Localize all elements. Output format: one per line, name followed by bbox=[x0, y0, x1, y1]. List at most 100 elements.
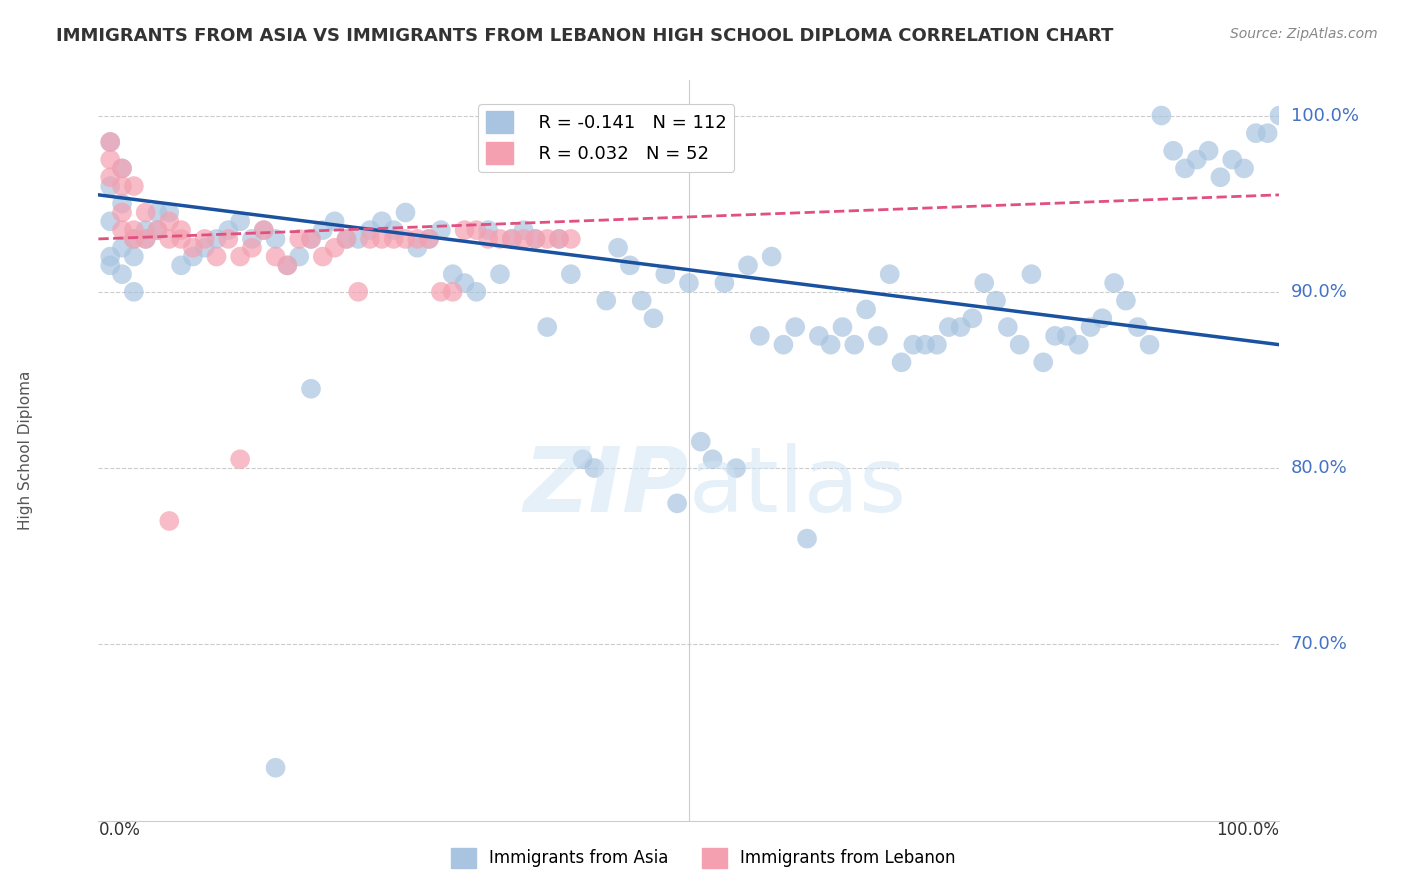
Point bbox=[98, 170, 121, 185]
Point bbox=[844, 337, 866, 351]
Point bbox=[229, 214, 252, 228]
Point bbox=[1115, 293, 1137, 308]
Point bbox=[761, 250, 783, 264]
Point bbox=[536, 320, 558, 334]
Point bbox=[962, 311, 984, 326]
Point bbox=[903, 337, 925, 351]
Point bbox=[1257, 126, 1279, 140]
Point bbox=[146, 223, 169, 237]
Point bbox=[98, 179, 121, 194]
Point bbox=[146, 205, 169, 219]
Point bbox=[820, 337, 842, 351]
Point bbox=[489, 232, 512, 246]
Point bbox=[146, 223, 169, 237]
Point bbox=[98, 214, 121, 228]
Text: Source: ZipAtlas.com: Source: ZipAtlas.com bbox=[1230, 27, 1378, 41]
Point bbox=[643, 311, 665, 326]
Point bbox=[949, 320, 972, 334]
Point bbox=[772, 337, 794, 351]
Point bbox=[571, 452, 593, 467]
Point bbox=[1091, 311, 1114, 326]
Point bbox=[583, 461, 606, 475]
Point bbox=[1056, 329, 1078, 343]
Point bbox=[157, 514, 180, 528]
Point bbox=[135, 232, 157, 246]
Point bbox=[288, 250, 311, 264]
Point bbox=[394, 205, 416, 219]
Point bbox=[441, 267, 464, 281]
Point bbox=[997, 320, 1019, 334]
Legend:   R = -0.141   N = 112,   R = 0.032   N = 52: R = -0.141 N = 112, R = 0.032 N = 52 bbox=[478, 104, 734, 171]
Point bbox=[1080, 320, 1102, 334]
Point bbox=[512, 232, 534, 246]
Point bbox=[1126, 320, 1149, 334]
Point bbox=[1268, 109, 1291, 123]
Point bbox=[678, 276, 700, 290]
Point bbox=[713, 276, 735, 290]
Point bbox=[973, 276, 995, 290]
Point bbox=[1102, 276, 1125, 290]
Point bbox=[371, 214, 394, 228]
Point bbox=[359, 232, 381, 246]
Point bbox=[619, 258, 641, 272]
Point bbox=[335, 232, 357, 246]
Point bbox=[560, 232, 582, 246]
Point bbox=[607, 241, 630, 255]
Point bbox=[323, 241, 346, 255]
Point bbox=[630, 293, 652, 308]
Point bbox=[725, 461, 748, 475]
Point bbox=[394, 232, 416, 246]
Point bbox=[737, 258, 759, 272]
Point bbox=[371, 232, 394, 246]
Point bbox=[299, 232, 322, 246]
Point bbox=[925, 337, 948, 351]
Point bbox=[501, 232, 523, 246]
Point bbox=[240, 241, 263, 255]
Point bbox=[560, 267, 582, 281]
Point bbox=[170, 232, 193, 246]
Point bbox=[264, 250, 287, 264]
Text: 90.0%: 90.0% bbox=[1291, 283, 1347, 301]
Point bbox=[111, 267, 134, 281]
Point bbox=[595, 293, 617, 308]
Point bbox=[288, 232, 311, 246]
Point bbox=[418, 232, 440, 246]
Point bbox=[548, 232, 571, 246]
Point bbox=[406, 232, 429, 246]
Point bbox=[194, 241, 217, 255]
Point bbox=[111, 223, 134, 237]
Point bbox=[465, 223, 488, 237]
Point bbox=[276, 258, 298, 272]
Point bbox=[1244, 126, 1267, 140]
Point bbox=[205, 232, 228, 246]
Point bbox=[1150, 109, 1173, 123]
Point bbox=[382, 223, 405, 237]
Point bbox=[855, 302, 877, 317]
Point bbox=[524, 232, 547, 246]
Point bbox=[229, 250, 252, 264]
Point bbox=[654, 267, 676, 281]
Text: IMMIGRANTS FROM ASIA VS IMMIGRANTS FROM LEBANON HIGH SCHOOL DIPLOMA CORRELATION : IMMIGRANTS FROM ASIA VS IMMIGRANTS FROM … bbox=[56, 27, 1114, 45]
Text: atlas: atlas bbox=[689, 443, 907, 532]
Point bbox=[666, 496, 689, 510]
Point bbox=[465, 285, 488, 299]
Point bbox=[477, 232, 499, 246]
Point bbox=[122, 179, 145, 194]
Point bbox=[122, 232, 145, 246]
Point bbox=[890, 355, 912, 369]
Point bbox=[122, 285, 145, 299]
Text: 80.0%: 80.0% bbox=[1291, 459, 1347, 477]
Point bbox=[276, 258, 298, 272]
Point bbox=[299, 382, 322, 396]
Point bbox=[98, 153, 121, 167]
Point bbox=[98, 135, 121, 149]
Point bbox=[253, 223, 276, 237]
Y-axis label: High School Diploma: High School Diploma bbox=[18, 371, 34, 530]
Point bbox=[984, 293, 1007, 308]
Point bbox=[489, 267, 512, 281]
Point bbox=[1139, 337, 1161, 351]
Point bbox=[689, 434, 711, 449]
Point bbox=[157, 232, 180, 246]
Point bbox=[157, 214, 180, 228]
Point bbox=[194, 232, 217, 246]
